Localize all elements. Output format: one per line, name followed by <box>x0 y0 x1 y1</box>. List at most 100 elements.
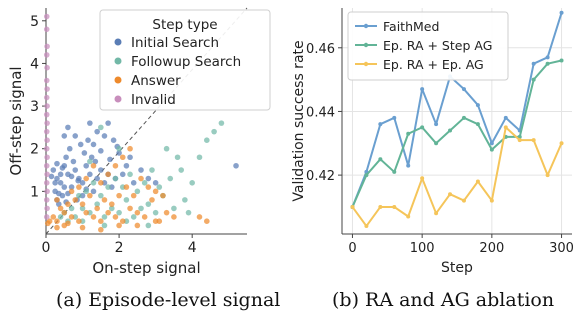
legend-label-answer: Answer <box>131 73 181 89</box>
scatter-point <box>57 180 64 186</box>
x-tick-label: 2 <box>115 240 124 256</box>
scatter-panel: 0 2 4 1 2 3 4 5 On-step signal Off-step signal Ste… <box>7 7 271 277</box>
series-point <box>503 115 508 120</box>
y-axis-label: Validation success rate <box>291 40 307 201</box>
scatter-point <box>134 209 141 216</box>
scatter-point <box>123 184 130 190</box>
series-followup-search <box>57 120 225 229</box>
legend-label-followup-search: Followup Search <box>131 54 241 70</box>
scatter-point <box>119 218 126 225</box>
scatter-point <box>171 205 177 212</box>
scatter-point <box>98 192 104 199</box>
scatter-point <box>85 137 91 143</box>
scatter-point <box>68 188 75 195</box>
scatter-point <box>43 197 50 203</box>
scatter-point <box>44 43 50 50</box>
scatter-point <box>44 188 50 195</box>
legend-box <box>347 11 509 81</box>
legend-marker <box>114 76 122 84</box>
caption-episode-level-signal: (a) Episode-level signal <box>56 289 281 311</box>
y-tick-label: 0.44 <box>306 105 335 120</box>
scatter-point <box>79 201 86 207</box>
scatter-point <box>68 173 75 180</box>
scatter-point <box>116 209 122 216</box>
scatter-point <box>108 205 115 212</box>
series-point <box>364 224 369 229</box>
scatter-point <box>98 226 104 233</box>
x-tick-label: 0 <box>348 241 356 256</box>
scatter-point <box>108 201 115 207</box>
line-panel: 0 100 200 300 0.42 0.44 0.46 Step Validation suc… <box>290 0 579 326</box>
scatter-point <box>182 197 188 203</box>
scatter-point <box>94 175 100 182</box>
scatter-point <box>138 167 144 173</box>
y-tick-label: 0.46 <box>306 42 335 57</box>
scatter-point <box>127 171 133 178</box>
legend-title: Step type <box>152 17 217 33</box>
scatter-point <box>189 180 195 186</box>
scatter-point <box>107 156 113 163</box>
scatter-point <box>94 201 100 207</box>
scatter-point <box>45 220 51 227</box>
series-point <box>545 55 550 60</box>
scatter-point <box>44 205 50 212</box>
scatter-point <box>218 120 225 126</box>
y-axis-label: Off-step signal <box>7 66 25 175</box>
series-point <box>392 169 397 174</box>
scatter-point <box>204 137 210 143</box>
scatter-point <box>54 197 60 203</box>
series-point <box>531 77 536 82</box>
scatter-point <box>123 197 130 203</box>
series-initial-search <box>48 120 239 207</box>
series-point <box>420 176 425 181</box>
scatter-point <box>76 218 82 225</box>
series-point <box>489 141 494 146</box>
series-point <box>545 173 550 178</box>
scatter-point <box>98 218 104 225</box>
scatter-point <box>149 197 155 203</box>
scatter-point <box>63 154 69 161</box>
scatter-point <box>101 197 108 203</box>
series-point <box>545 61 550 66</box>
scatter-point <box>178 167 185 173</box>
legend-marker <box>114 57 122 65</box>
scatter-point <box>43 162 50 169</box>
legend-marker <box>363 61 369 67</box>
scatter-point <box>65 201 71 207</box>
series-point <box>406 163 411 168</box>
scatter-point <box>94 205 100 212</box>
series-point <box>350 204 355 209</box>
scatter-point <box>127 145 133 152</box>
y-tick-label: 5 <box>30 14 39 30</box>
series-point <box>559 58 564 63</box>
series-point <box>364 173 369 178</box>
scatter-point <box>90 141 97 148</box>
legend-marker <box>363 42 369 48</box>
scatter-point <box>98 124 104 131</box>
scatter-point <box>145 184 152 190</box>
scatter-point <box>90 162 97 169</box>
series-point <box>434 211 439 216</box>
scatter-point <box>43 26 50 33</box>
scatter-point <box>138 175 144 182</box>
series-invalid <box>43 13 50 220</box>
series-point <box>531 138 536 143</box>
scatter-point <box>174 154 181 161</box>
scatter-point <box>130 192 137 199</box>
scatter-point <box>43 145 50 152</box>
series-point <box>406 131 411 136</box>
series-point <box>448 192 453 197</box>
scatter-point <box>123 162 130 169</box>
series-point <box>378 122 383 127</box>
scatter-point <box>44 171 50 178</box>
x-tick-label: 300 <box>549 241 574 256</box>
scatter-point <box>90 214 97 220</box>
scatter-point <box>50 167 57 173</box>
x-tick-label: 4 <box>188 240 197 256</box>
series-ep-ra-step-ag <box>350 58 564 209</box>
scatter-point <box>54 218 60 225</box>
scatter-point <box>43 180 50 186</box>
x-axis-label: On-step signal <box>92 259 200 277</box>
series-line <box>351 126 563 228</box>
scatter-point <box>54 175 60 182</box>
